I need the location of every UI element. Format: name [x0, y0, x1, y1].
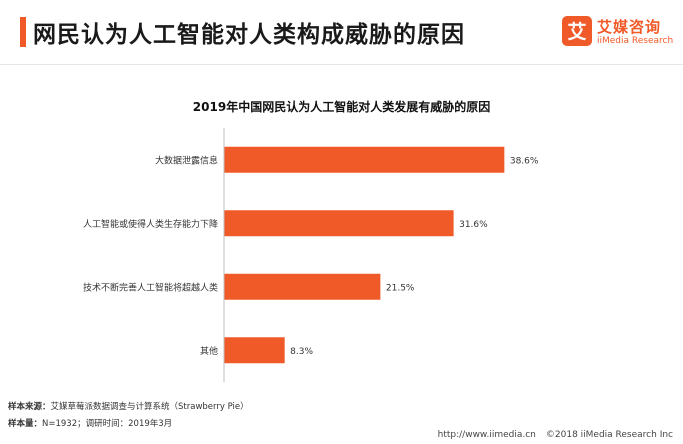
chart-title: 2019年中国网民认为人工智能对人类发展有威胁的原因	[192, 100, 491, 114]
value-label: 38.6%	[510, 156, 539, 166]
logo-text-en: iiMedia Research	[597, 36, 674, 46]
sample-value: N=1932；调研时间：2019年3月	[42, 419, 173, 429]
iimedia-logo: 艾 艾媒咨询 iiMedia Research	[562, 16, 677, 52]
bar	[224, 337, 285, 364]
category-label: 技术不断完善人工智能将超越人类	[83, 281, 218, 293]
page-title: 网民认为人工智能对人类构成威胁的原因	[33, 22, 465, 48]
bar	[224, 210, 454, 237]
footer-sample: 样本量：N=1932；调研时间：2019年3月	[8, 417, 172, 429]
value-label: 8.3%	[290, 347, 313, 357]
title-accent-bar	[20, 17, 26, 47]
logo-text-cn: 艾媒咨询	[597, 18, 662, 36]
logo-glyph: 艾	[567, 21, 586, 43]
logo-mark-icon: 艾	[562, 16, 592, 46]
value-label: 31.6%	[459, 220, 488, 230]
category-label: 其他	[200, 345, 218, 357]
footer-copyright: ©2018 iiMedia Research Inc	[545, 430, 673, 440]
source-value: 艾媒草莓派数据调查与计算系统（Strawberry Pie）	[50, 402, 249, 412]
header-divider	[0, 64, 683, 65]
footer-source: 样本来源：艾媒草莓派数据调查与计算系统（Strawberry Pie）	[8, 400, 249, 412]
category-label: 大数据泄露信息	[155, 154, 218, 166]
footer-url[interactable]: http://www.iimedia.cn	[437, 430, 536, 440]
footer-right: http://www.iimedia.cn ©2018 iiMedia Resea…	[428, 430, 673, 440]
category-label: 人工智能或使得人类生存能力下降	[83, 218, 218, 230]
bar	[224, 146, 505, 173]
bar	[224, 273, 381, 300]
sample-label: 样本量：	[8, 419, 43, 429]
value-label: 21.5%	[386, 283, 415, 293]
source-label: 样本来源：	[8, 402, 51, 412]
